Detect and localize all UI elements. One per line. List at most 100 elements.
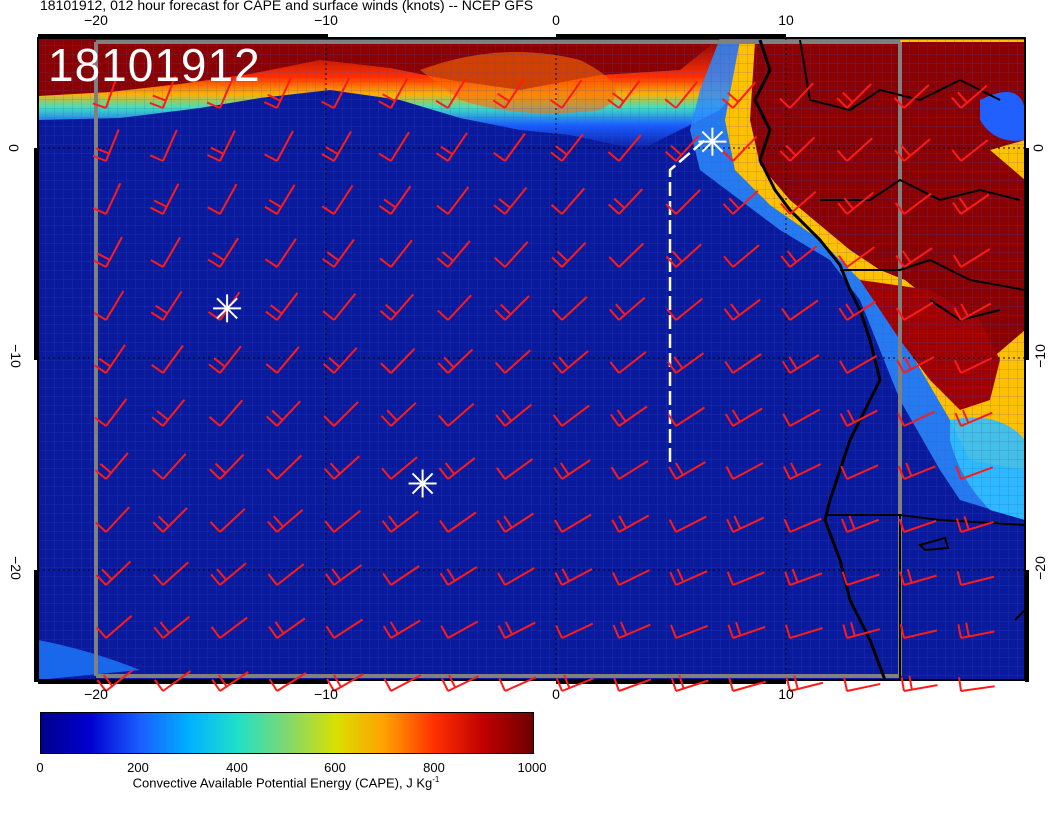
wind-barb: [96, 669, 134, 692]
wind-barb: [551, 241, 587, 268]
wind-barb: [153, 670, 192, 692]
wind-barb: [955, 515, 994, 533]
wind-barb: [324, 509, 362, 533]
wind-barb: [893, 84, 930, 109]
wind-barb: [782, 462, 821, 480]
wind-barb: [783, 517, 822, 533]
wind-barb: [496, 512, 535, 533]
wind-barb: [668, 515, 707, 533]
wind-barb: [498, 676, 537, 692]
wind-barb: [951, 84, 988, 109]
wind-barb: [149, 129, 178, 162]
wind-barb: [953, 357, 992, 374]
wind-barb: [723, 298, 761, 321]
wind-barb: [149, 75, 177, 109]
wind-barb: [900, 675, 938, 692]
wind-barb: [153, 615, 191, 639]
wind-barb: [436, 240, 471, 268]
wind-barb: [552, 350, 589, 374]
wind-barb: [899, 569, 937, 586]
wind-barb: [666, 352, 705, 374]
markers: [213, 127, 727, 498]
wind-barb: [324, 564, 363, 586]
lon-tick-top-1: −20: [84, 12, 108, 28]
africa-coastline: [753, 39, 887, 681]
wind-barb: [553, 513, 592, 533]
wind-barb: [94, 452, 129, 480]
wind-barb: [382, 565, 420, 586]
wind-barb: [268, 672, 307, 692]
wind-barb: [607, 80, 641, 109]
wind-barb: [494, 349, 531, 374]
wind-barb: [439, 566, 478, 586]
wind-barb: [150, 183, 180, 215]
wind-barb: [842, 622, 881, 639]
lat-tick-left-3: −20: [7, 556, 24, 580]
wind-barb: [207, 183, 238, 215]
wind-barb: [553, 459, 591, 480]
wind-barb: [211, 671, 249, 692]
wind-barb: [323, 401, 359, 427]
wind-barb: [727, 621, 766, 639]
wind-barb: [896, 356, 935, 374]
wind-barb: [321, 184, 354, 215]
wind-barb: [378, 77, 409, 109]
wind-barb: [726, 515, 765, 533]
star-marker-2: [408, 469, 437, 498]
wind-barb: [610, 405, 648, 427]
wind-barb: [207, 237, 239, 268]
lon-tick-top-2: −10: [314, 12, 338, 28]
colorbar-tick-1000: 1000: [517, 760, 547, 775]
colorbar: [40, 712, 534, 754]
wind-barb: [837, 246, 876, 268]
wind-barb: [438, 402, 475, 427]
wind-barb: [326, 673, 364, 692]
wind-barb: [551, 296, 588, 321]
wind-barb: [781, 299, 819, 321]
wind-barb: [951, 139, 989, 162]
wind-barb: [952, 193, 990, 215]
wind-barb: [378, 131, 410, 162]
wind-barb: [784, 568, 823, 586]
wind-barb: [554, 568, 593, 586]
colorbar-label-sup: -1: [432, 775, 440, 784]
wind-barb: [957, 622, 995, 639]
wind-barb: [497, 621, 536, 639]
wind-barb: [667, 406, 706, 427]
colorbar-tick-0: 0: [36, 760, 44, 775]
wind-barb: [898, 518, 937, 533]
wind-barb: [666, 297, 704, 321]
wind-barb: [437, 294, 472, 321]
lake-shape: [918, 536, 950, 552]
chart-title: 18101912, 012 hour forecast for CAPE and…: [40, 0, 534, 13]
wind-barb: [323, 455, 360, 480]
wind-barb: [609, 351, 647, 374]
wind-barb: [550, 187, 586, 215]
wind-barb: [723, 244, 760, 268]
wind-barb: [724, 407, 763, 427]
wind-barb: [93, 290, 125, 321]
wind-barb: [209, 508, 246, 533]
wind-barb: [437, 348, 474, 374]
lat-tick-right-3: −20: [1031, 556, 1048, 580]
wind-barb: [665, 243, 702, 268]
wind-barb: [608, 242, 645, 268]
wind-barb: [322, 238, 355, 268]
wind-barb: [440, 674, 479, 692]
wind-barb: [381, 510, 419, 533]
date-stamp: 18101912: [48, 39, 261, 91]
wind-barb: [150, 290, 183, 321]
wind-barb: [836, 83, 872, 109]
wind-barb: [383, 674, 422, 692]
star-marker-1: [213, 294, 242, 323]
wind-barb: [607, 134, 642, 162]
wind-barb: [151, 398, 186, 427]
wind-barb: [379, 293, 415, 321]
wind-barb: [552, 404, 590, 427]
wind-barb: [267, 563, 305, 586]
wind-barb: [208, 399, 244, 427]
wind-barb: [894, 138, 931, 162]
wind-barb: [265, 346, 300, 374]
wind-barb: [555, 622, 594, 639]
wind-barb: [92, 182, 122, 215]
